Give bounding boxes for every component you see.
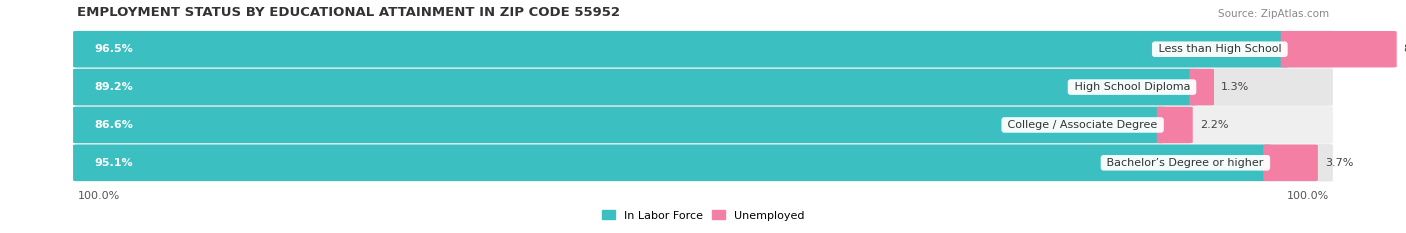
- FancyBboxPatch shape: [73, 144, 1271, 181]
- Text: 3.7%: 3.7%: [1324, 158, 1354, 168]
- FancyBboxPatch shape: [73, 31, 1289, 68]
- Text: High School Diploma: High School Diploma: [1070, 82, 1194, 92]
- Text: Less than High School: Less than High School: [1154, 44, 1285, 54]
- Legend: In Labor Force, Unemployed: In Labor Force, Unemployed: [598, 206, 808, 225]
- FancyBboxPatch shape: [73, 106, 1333, 144]
- FancyBboxPatch shape: [1281, 31, 1396, 68]
- FancyBboxPatch shape: [73, 69, 1198, 105]
- Text: 8.6%: 8.6%: [1403, 44, 1406, 54]
- Text: EMPLOYMENT STATUS BY EDUCATIONAL ATTAINMENT IN ZIP CODE 55952: EMPLOYMENT STATUS BY EDUCATIONAL ATTAINM…: [77, 6, 620, 19]
- Text: 95.1%: 95.1%: [94, 158, 132, 168]
- Text: 96.5%: 96.5%: [94, 44, 134, 54]
- Text: College / Associate Degree: College / Associate Degree: [1004, 120, 1161, 130]
- Text: Source: ZipAtlas.com: Source: ZipAtlas.com: [1218, 9, 1329, 19]
- FancyBboxPatch shape: [73, 144, 1333, 182]
- Text: 89.2%: 89.2%: [94, 82, 134, 92]
- FancyBboxPatch shape: [73, 31, 1333, 68]
- Text: Bachelor’s Degree or higher: Bachelor’s Degree or higher: [1104, 158, 1267, 168]
- FancyBboxPatch shape: [73, 69, 1333, 106]
- Text: 100.0%: 100.0%: [1286, 191, 1329, 201]
- FancyBboxPatch shape: [1263, 144, 1317, 181]
- Text: 2.2%: 2.2%: [1199, 120, 1229, 130]
- Text: 100.0%: 100.0%: [77, 191, 120, 201]
- FancyBboxPatch shape: [1189, 69, 1213, 105]
- Text: 86.6%: 86.6%: [94, 120, 134, 130]
- Text: 1.3%: 1.3%: [1220, 82, 1250, 92]
- FancyBboxPatch shape: [1157, 107, 1192, 143]
- FancyBboxPatch shape: [73, 107, 1166, 143]
